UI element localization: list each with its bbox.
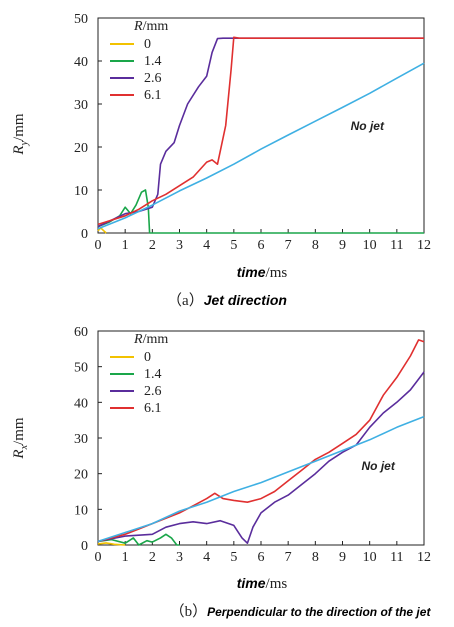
chart-b-series-no-jet [97,415,425,543]
chart-b-xtick-label: 6 [258,550,265,565]
chart-a-ylabel-unit: /mm [11,113,27,141]
chart-a-xtick-label: 3 [176,238,183,253]
chart-b-series-1-4 [97,533,180,546]
chart-b-legend-label: 2.6 [144,384,162,399]
chart-b-ytick-label: 30 [74,432,88,447]
chart-b-xtick-label: 5 [230,550,237,565]
chart-b-ylabel: Rx/mm [11,417,30,459]
chart-a-ylabel-var: R [11,145,27,155]
chart-b-ytick-label: 20 [74,468,88,483]
chart-a-xlabel-var: time [237,264,266,280]
chart-a-legend-title: R/mm [133,19,168,34]
chart-a-caption-text: Jet direction [204,292,287,308]
chart-b-legend-title: R/mm [133,332,168,347]
chart-a-legend-label: 1.4 [144,54,162,69]
chart-a-xtick-label: 11 [390,238,403,253]
chart-b-ytick-label: 60 [74,325,88,340]
chart-a-legend: R/mm 0 1.4 2.6 6.1 [110,19,168,103]
chart-b-legend: R/mm 0 1.4 2.6 6.1 [110,332,168,416]
chart-a-ytick-label: 20 [74,141,88,156]
chart-b-series-0 [97,542,126,546]
chart-b-ytick-label: 0 [81,539,88,554]
chart-b-ytick-label: 50 [74,361,88,376]
chart-b-xlabel: time/ms [237,575,288,592]
chart-b-xtick-label: 7 [285,550,292,565]
chart-b-series-6-1 [97,339,425,543]
chart-a-xtick-label: 4 [203,238,210,253]
chart-a-xtick-label: 12 [417,238,431,253]
chart-a-xtick-label: 6 [258,238,265,253]
chart-b-xtick-label: 11 [390,550,403,565]
chart-a-caption: （a）Jet direction [167,292,287,309]
chart-a-xtick-label: 1 [122,238,129,253]
chart-a-legend-title-var: R [133,19,143,34]
chart-a-xtick-label: 8 [312,238,319,253]
chart-b-xtick-label: 3 [176,550,183,565]
chart-b-caption-prefix: （b） [170,603,208,620]
chart-b-xtick-label: 1 [122,550,129,565]
chart-b-legend-label: 0 [144,350,151,365]
chart-a-ylabel-sub: y [19,140,30,146]
chart-b-xtick-label: 2 [149,550,156,565]
chart-a-xlabel: time/ms [237,264,288,281]
chart-a-series-6-1 [97,36,424,226]
chart-b-xtick-label: 0 [95,550,102,565]
chart-b-xtick-label: 9 [339,550,346,565]
chart-a-series-1-4 [97,189,424,234]
chart-b-xtick-label: 12 [417,550,431,565]
chart-b-ylabel-var: R [11,449,27,459]
chart-b-ylabel-sub: x [19,444,30,450]
chart-b-legend-label: 6.1 [144,401,162,416]
chart-a-xtick-label: 2 [149,238,156,253]
chart-a-legend-label: 0 [144,37,151,52]
chart-a-series-no-jet [97,62,425,230]
chart-a-ytick-label: 10 [74,184,88,199]
chart-b-series-group [97,339,425,546]
chart-b-xtick-label: 8 [312,550,319,565]
chart-a-ytick-label: 30 [74,98,88,113]
chart-b-ylabel-unit: /mm [11,417,27,445]
chart-a-series-0 [97,227,107,234]
chart-a-legend-title-unit: /mm [143,19,169,34]
chart-b-xtick-label: 10 [363,550,377,565]
chart-a-xtick-label: 10 [363,238,377,253]
chart-a-xtick-label: 7 [285,238,292,253]
chart-b-legend-title-unit: /mm [143,332,169,347]
chart-a-ylabel: Ry/mm [11,113,30,155]
chart-a-xtick-label: 9 [339,238,346,253]
chart-b-xlabel-unit: /ms [266,576,288,592]
chart-a-annotation: No jet [351,119,385,133]
chart-b-ytick-label: 10 [74,503,88,518]
chart-b-caption-text: Perpendicular to the direction of the je… [207,605,431,619]
chart-a-ytick-label: 50 [74,12,88,27]
chart-b-annotation: No jet [362,459,396,473]
chart-b-xlabel-var: time [237,575,266,591]
chart-a-xtick-label: 5 [230,238,237,253]
chart-a-legend-label: 2.6 [144,71,162,86]
chart-a-ytick-label: 40 [74,55,88,70]
chart-a-legend-label: 6.1 [144,88,162,103]
chart-b-series-2-6 [97,371,425,544]
chart-a-caption-prefix: （a） [167,292,204,309]
chart-a-xtick-label: 0 [95,238,102,253]
chart-b-caption: （b）Perpendicular to the direction of the… [170,603,432,620]
chart-b-legend-label: 1.4 [144,367,162,382]
chart-b-xtick-label: 4 [203,550,210,565]
chart-a-xlabel-unit: /ms [266,265,288,281]
chart-b-ytick-label: 40 [74,396,88,411]
chart-a-ytick-label: 0 [81,227,88,242]
chart-a-series-group [97,36,425,234]
chart-b-legend-title-var: R [133,332,143,347]
